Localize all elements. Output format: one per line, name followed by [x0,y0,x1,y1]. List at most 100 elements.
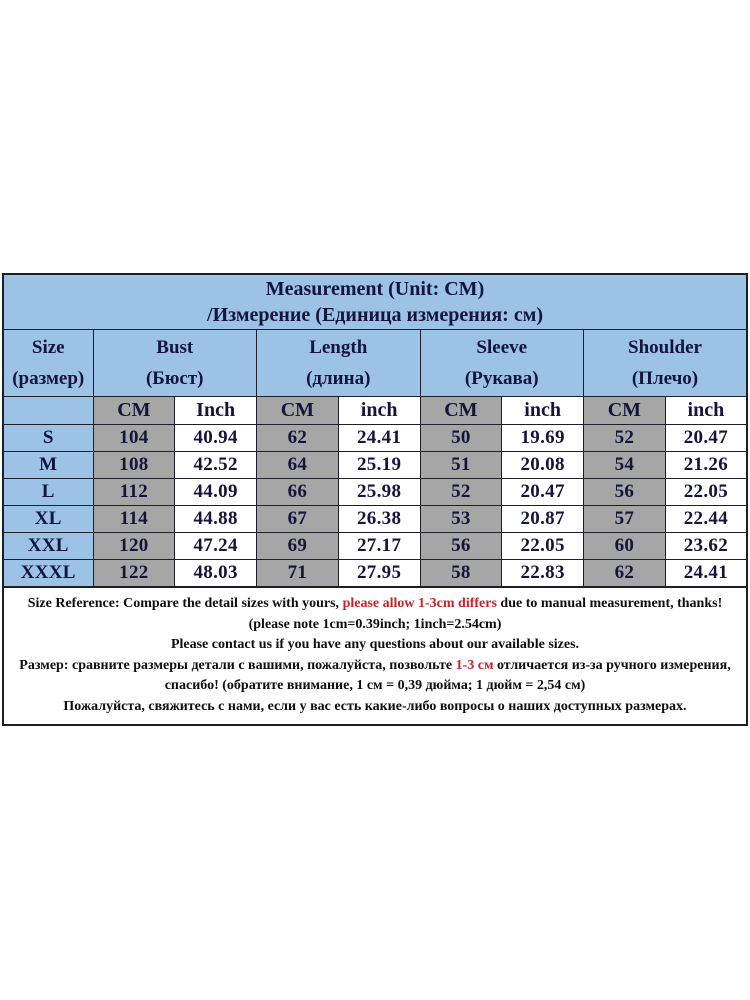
table-cell: 21.26 [664,451,748,479]
column-header-sleeve-ru: (Рукава) [464,368,539,389]
table-cell: 108 [92,451,176,479]
unit-header-shoulder-inch: inch [664,396,748,425]
column-header-sleeve: Sleeve (Рукава) [419,329,584,397]
size-label: M [2,451,94,479]
table-row-s: S 104 40.94 62 24.41 50 19.69 52 20.47 [2,424,748,452]
table-cell: 104 [92,424,176,452]
column-header-bust-ru: (Бюст) [145,368,204,389]
table-cell: 20.08 [501,451,584,479]
table-cell: 67 [256,505,339,533]
table-cell: 69 [256,532,339,560]
unit-header-length-cm: CM [256,396,339,425]
column-header-size-en: Size [31,337,65,358]
table-cell: 62 [256,424,339,452]
column-header-bust-en: Bust [156,337,194,358]
unit-header-bust-inch: Inch [174,396,257,425]
table-cell: 57 [583,505,666,533]
table-title-ru: /Измерение (Единица измерения: см) [207,304,543,326]
column-header-shoulder: Shoulder (Плечо) [583,329,748,397]
note-line-ru-1: Размер: сравните размеры детали с вашими… [6,656,744,677]
table-cell: 52 [583,424,666,452]
table-cell: 47.24 [174,532,257,560]
note-line-en-3: Please contact us if you have any questi… [170,637,580,652]
unit-header-row: CM Inch CM inch CM inch CM inch [2,396,748,425]
note-text: отличается из-за ручного измерения, [493,657,731,673]
table-row-m: M 108 42.52 64 25.19 51 20.08 54 21.26 [2,451,748,479]
table-cell: 22.83 [501,559,584,588]
table-title-en: Measurement (Unit: CM) [265,278,485,300]
column-header-length-en: Length [309,337,368,358]
table-cell: 19.69 [501,424,584,452]
table-cell: 60 [583,532,666,560]
size-label: XL [2,505,94,533]
table-title-cell: Measurement (Unit: CM) /Измерение (Едини… [2,273,748,330]
table-cell: 22.44 [664,505,748,533]
column-header-size-ru: (размер) [12,368,85,389]
table-title-row: Measurement (Unit: CM) /Измерение (Едини… [2,273,748,330]
table-cell: 66 [256,478,339,506]
table-cell: 48.03 [174,559,257,588]
table-cell: 53 [419,505,503,533]
table-cell: 24.41 [664,559,748,588]
table-cell: 56 [419,532,503,560]
column-header-shoulder-en: Shoulder [628,337,702,358]
column-header-shoulder-ru: (Плечо) [631,368,699,389]
note-text-red: please allow 1-3cm differs [342,596,497,611]
table-cell: 20.47 [664,424,748,452]
table-cell: 120 [92,532,176,560]
table-cell: 122 [92,559,176,588]
size-label: L [2,478,94,506]
note-text: due to manual measurement, thanks! [496,596,723,611]
table-row-xxl: XXL 120 47.24 69 27.17 56 22.05 60 23.62 [2,532,748,560]
size-reference-notes: Size Reference: Compare the detail sizes… [2,588,748,726]
unit-header-bust-cm: CM [92,396,176,425]
unit-header-sleeve-cm: CM [419,396,503,425]
table-row-xl: XL 114 44.88 67 26.38 53 20.87 57 22.44 [2,505,748,533]
table-cell: 27.95 [337,559,421,588]
table-cell: 56 [583,478,666,506]
table-cell: 22.05 [664,478,748,506]
size-label: XXL [2,532,94,560]
table-cell: 22.05 [501,532,584,560]
column-header-size: Size (размер) [2,329,94,397]
table-cell: 42.52 [174,451,257,479]
table-cell: 62 [583,559,666,588]
note-text: Size Reference: Compare the detail sizes… [27,596,343,611]
unit-blank-cell [2,396,94,425]
table-cell: 71 [256,559,339,588]
note-line-ru-3: Пожалуйста, свяжитесь с нами, если у вас… [63,698,687,714]
table-cell: 112 [92,478,176,506]
table-row-xxxl: XXXL 122 48.03 71 27.95 58 22.83 62 24.4… [2,559,748,588]
table-cell: 26.38 [337,505,421,533]
note-line-en-1: Size Reference: Compare the detail sizes… [6,594,744,615]
size-label: S [2,424,94,452]
column-header-bust: Bust (Бюст) [92,329,257,397]
table-cell: 25.98 [337,478,421,506]
table-cell: 54 [583,451,666,479]
table-cell: 114 [92,505,176,533]
measurement-table: Measurement (Unit: CM) /Измерение (Едини… [2,273,748,588]
table-cell: 20.87 [501,505,584,533]
table-cell: 64 [256,451,339,479]
note-line-en-2: (please note 1cm=0.39inch; 1inch=2.54cm) [248,616,502,632]
table-cell: 58 [419,559,503,588]
unit-header-sleeve-inch: inch [501,396,584,425]
unit-header-length-inch: inch [337,396,421,425]
column-header-sleeve-en: Sleeve [476,337,528,358]
table-cell: 51 [419,451,503,479]
table-cell: 20.47 [501,478,584,506]
table-cell: 40.94 [174,424,257,452]
table-cell: 44.88 [174,505,257,533]
table-cell: 44.09 [174,478,257,506]
table-cell: 50 [419,424,503,452]
size-chart-sheet: Measurement (Unit: CM) /Измерение (Едини… [2,273,748,726]
table-cell: 23.62 [664,532,748,560]
note-line-ru-2: спасибо! (обратите внимание, 1 см = 0,39… [164,678,586,693]
column-header-length-ru: (длина) [306,368,371,389]
size-label: XXXL [2,559,94,588]
column-header-length: Length (длина) [256,329,421,397]
table-cell: 24.41 [337,424,421,452]
note-text-red: 1-3 см [455,657,494,673]
unit-header-shoulder-cm: CM [583,396,666,425]
table-cell: 25.19 [337,451,421,479]
